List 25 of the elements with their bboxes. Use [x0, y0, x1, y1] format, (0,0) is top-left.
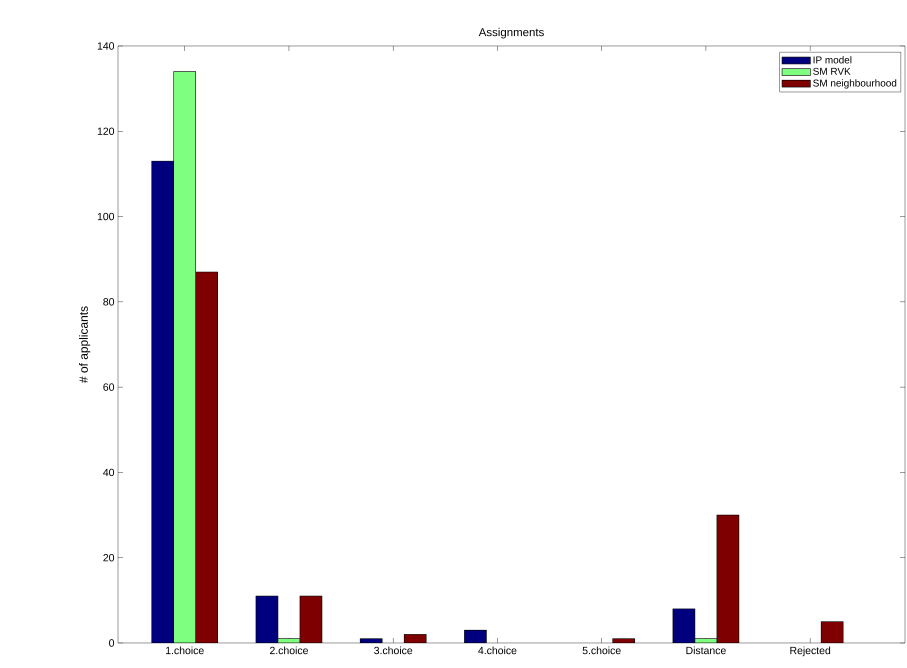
legend-label: SM neighbourhood: [813, 79, 896, 89]
y-tick-label: 0: [109, 639, 114, 647]
legend-label: IP model: [814, 56, 852, 64]
y-tick-label: 80: [103, 298, 114, 306]
y-tick-label: 60: [103, 383, 114, 391]
legend-label: SM RVK: [813, 68, 851, 75]
x-tick-label: 3.choice: [374, 646, 412, 654]
x-tick-label: 5.choice: [582, 646, 621, 654]
bar: [151, 160, 174, 643]
x-tick-label: 1.choice: [166, 646, 204, 654]
y-tick-label: 40: [103, 468, 114, 476]
x-tick-label: Rejected: [790, 646, 830, 656]
y-tick-label: 100: [98, 212, 114, 220]
y-axis-title: # of applicants: [79, 306, 90, 383]
bar: [256, 596, 278, 643]
bar: [173, 71, 196, 643]
y-tick-label: 140: [98, 42, 114, 50]
bar: [672, 608, 696, 643]
bar: [464, 630, 486, 643]
y-tick-label: 20: [103, 554, 114, 562]
x-tick-label: 4.choice: [478, 646, 516, 654]
x-tick-label: Distance: [686, 646, 726, 654]
y-tick-label: 120: [98, 128, 114, 135]
chart-title: Assignments: [478, 28, 544, 38]
x-tick-label: 2.choice: [270, 646, 308, 654]
